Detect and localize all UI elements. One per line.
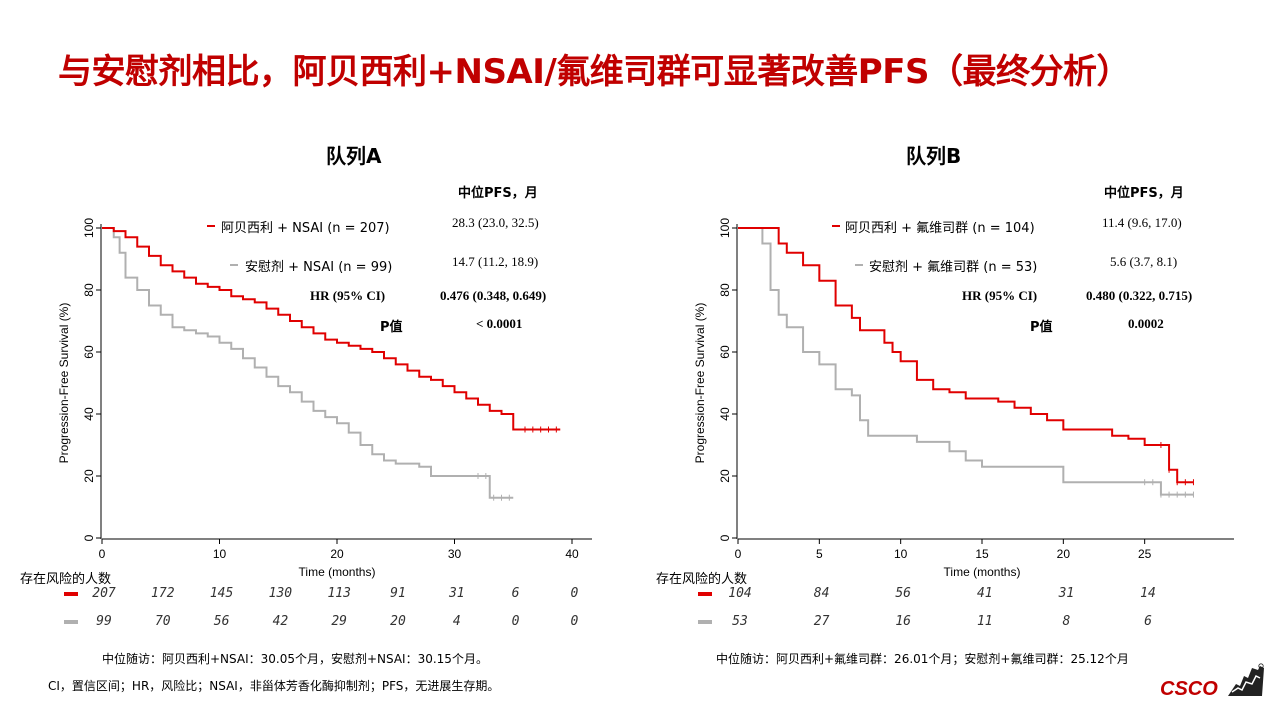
cohort-b-treatment-curve <box>738 227 1194 484</box>
cohort-b-y-tick-label: 0 <box>718 534 732 541</box>
cohort-b-y-tick-label: 20 <box>718 469 732 483</box>
cohort-a-y-axis-label: Progression-Free Survival (%) <box>57 303 71 464</box>
cohort-b-x-tick-label: 15 <box>975 547 989 561</box>
cohort-b-risk-placebo-value: 11 <box>976 614 993 629</box>
cohort-a-x-tick-label: 20 <box>330 547 344 561</box>
cohort-a-risk-treat-value: 0 <box>570 586 579 601</box>
cohort-b-x-tick-label: 5 <box>816 547 823 561</box>
cohort-b-risk-treat-value: 31 <box>1058 586 1075 601</box>
cohort-a-legend-treat-swatch <box>207 225 215 227</box>
cohort-a-risk-placebo-value: 20 <box>390 614 406 629</box>
cohort-a-risk-placebo-value: 4 <box>452 614 461 629</box>
cohort-a-risk-placebo-value: 56 <box>213 614 230 629</box>
cohort-a-y-tick-label: 20 <box>82 469 96 483</box>
cohort-b-risk-placebo-value: 53 <box>732 614 748 629</box>
cohort-b-p-value: 0.0002 <box>1128 316 1164 331</box>
cohort-b-legend-placebo: 安慰剂 + 氟维司群 (n = 53) <box>869 260 1038 275</box>
cohort-b-risk-header: 存在风险的人数 <box>656 572 748 587</box>
cohort-b-x-tick-label: 10 <box>894 547 908 561</box>
cohort-a-treat-median: 28.3 (23.0, 32.5) <box>452 215 539 230</box>
cohort-b-legend-treat-swatch <box>832 225 840 227</box>
cohort-a-y-tick-label: 60 <box>82 345 96 359</box>
cohort-b-y-axis-label: Progression-Free Survival (%) <box>693 303 707 464</box>
cohort-b-p-label: P值 <box>1030 320 1053 335</box>
cohort-a-placebo-curve <box>102 227 514 499</box>
cohort-b-legend-treat: 阿贝西利 + 氟维司群 (n = 104) <box>845 221 1035 236</box>
cohort-b-risk-treat-value: 56 <box>895 586 912 601</box>
cohort-a-treatment-curve <box>102 227 561 431</box>
cohort-b-y-tick-label: 100 <box>718 218 732 238</box>
cohort-b-risk-placebo-swatch <box>698 620 712 624</box>
cohort-a-km-chart: 0 10 20 30 40 0 20 40 60 80 100 Time (months) Progre… <box>57 218 592 579</box>
csco-logo: CSCO <box>1160 678 1218 700</box>
cohort-b-hr-value: 0.480 (0.322, 0.715) <box>1086 288 1193 303</box>
cohort-a-risk-treat-value: 207 <box>92 586 116 601</box>
cohort-b-title: 队列B <box>906 144 962 168</box>
cohort-b-risk-treat-swatch <box>698 592 712 596</box>
cohort-a-risk-placebo-value: 99 <box>96 614 112 629</box>
cohort-b-hr-label: HR (95% CI) <box>962 288 1038 303</box>
cohort-a-risk-treat-value: 6 <box>511 586 520 601</box>
cohort-b-x-tick-label: 20 <box>1057 547 1071 561</box>
cohort-b-x-tick-label: 0 <box>735 547 742 561</box>
cohort-b-legend-placebo-swatch <box>855 264 863 266</box>
cohort-a-risk-placebo-value: 70 <box>154 614 171 629</box>
cohort-b-x-axis-label: Time (months) <box>944 565 1021 579</box>
abbreviations-note: CI，置信区间；HR，风险比；NSAI，非甾体芳香化酶抑制剂；PFS，无进展生存… <box>48 679 500 693</box>
cohort-b-y-tick-label: 60 <box>718 345 732 359</box>
cohort-a-risk-placebo-value: 0 <box>511 614 520 629</box>
cohort-b-placebo-curve <box>738 227 1194 496</box>
cohort-b-y-tick-label: 40 <box>718 407 732 421</box>
cohort-b-risk-treat-value: 104 <box>728 586 752 601</box>
cohort-a-risk-placebo-value: 0 <box>570 614 579 629</box>
cohort-a-risk-placebo-swatch <box>64 620 78 624</box>
cohort-a-hr-label: HR (95% CI) <box>310 288 386 303</box>
cohort-b-risk-placebo-value: 16 <box>895 614 912 629</box>
cohort-b-risk-placebo-value: 6 <box>1144 614 1152 629</box>
cohort-b-y-tick-label: 80 <box>718 283 732 297</box>
cohort-a-risk-treat-value: 91 <box>390 586 406 601</box>
cohort-a-y-tick-label: 0 <box>82 534 96 541</box>
cohort-b-km-chart: 0 5 10 15 20 25 0 20 40 60 80 100 Time (months) Progr… <box>693 218 1234 579</box>
cohort-a-y-tick-label: 80 <box>82 283 96 297</box>
cohort-a-legend-placebo-swatch <box>230 264 238 266</box>
great-wall-logo-icon <box>1228 663 1264 696</box>
cohort-a-stats-header: 中位PFS，月 <box>458 186 538 201</box>
cohort-a-risk-treat-value: 145 <box>209 586 234 601</box>
cohort-a-risk-placebo-value: 29 <box>331 614 348 629</box>
cohort-a-hr-value: 0.476 (0.348, 0.649) <box>440 288 547 303</box>
cohort-a-p-value: < 0.0001 <box>476 316 523 331</box>
cohort-a-risk-treat-swatch <box>64 592 78 596</box>
cohort-a-y-tick-label: 100 <box>82 218 96 238</box>
cohort-a-legend-treat: 阿贝西利 + NSAI (n = 207) <box>221 221 390 236</box>
cohort-b-stats-header: 中位PFS，月 <box>1104 186 1184 201</box>
cohort-b-placebo-median: 5.6 (3.7, 8.1) <box>1110 254 1178 269</box>
cohort-a-risk-header: 存在风险的人数 <box>20 572 112 587</box>
cohort-a-risk-treat-value: 31 <box>448 586 465 601</box>
cohort-b-risk-treat-value: 14 <box>1140 586 1156 601</box>
slide-title: 与安慰剂相比，阿贝西利+NSAI/氟维司群可显著改善PFS（最终分析） <box>58 52 1130 92</box>
cohort-b-followup: 中位随访：阿贝西利+氟维司群：26.01个月；安慰剂+氟维司群：25.12个月 <box>716 652 1129 666</box>
cohort-a-legend-placebo: 安慰剂 + NSAI (n = 99) <box>245 260 393 275</box>
cohort-b-x-tick-label: 25 <box>1138 547 1152 561</box>
cohort-b-risk-treat-value: 84 <box>813 586 830 601</box>
cohort-b-risk-placebo-value: 8 <box>1062 614 1071 629</box>
cohort-a-x-tick-label: 10 <box>213 547 227 561</box>
cohort-a-title: 队列A <box>326 144 382 168</box>
cohort-a-y-tick-label: 40 <box>82 407 96 421</box>
cohort-b-treat-median: 11.4 (9.6, 17.0) <box>1102 215 1182 230</box>
cohort-a-placebo-median: 14.7 (11.2, 18.9) <box>452 254 539 269</box>
cohort-a-x-tick-label: 0 <box>99 547 106 561</box>
cohort-a-risk-treat-value: 113 <box>327 586 351 601</box>
cohort-a-risk-treat-value: 172 <box>151 586 175 601</box>
cohort-a-risk-treat-value: 130 <box>268 586 293 601</box>
cohort-a-x-axis-label: Time (months) <box>299 565 376 579</box>
cohort-a-x-tick-label: 40 <box>565 547 579 561</box>
cohort-a-followup: 中位随访：阿贝西利+NSAI：30.05个月，安慰剂+NSAI：30.15个月。 <box>102 652 488 666</box>
cohort-a-x-tick-label: 30 <box>448 547 462 561</box>
cohort-a-p-label: P值 <box>380 320 403 335</box>
cohort-b-risk-treat-value: 41 <box>976 586 993 601</box>
cohort-b-risk-placebo-value: 27 <box>813 614 830 629</box>
cohort-a-risk-placebo-value: 42 <box>272 614 289 629</box>
